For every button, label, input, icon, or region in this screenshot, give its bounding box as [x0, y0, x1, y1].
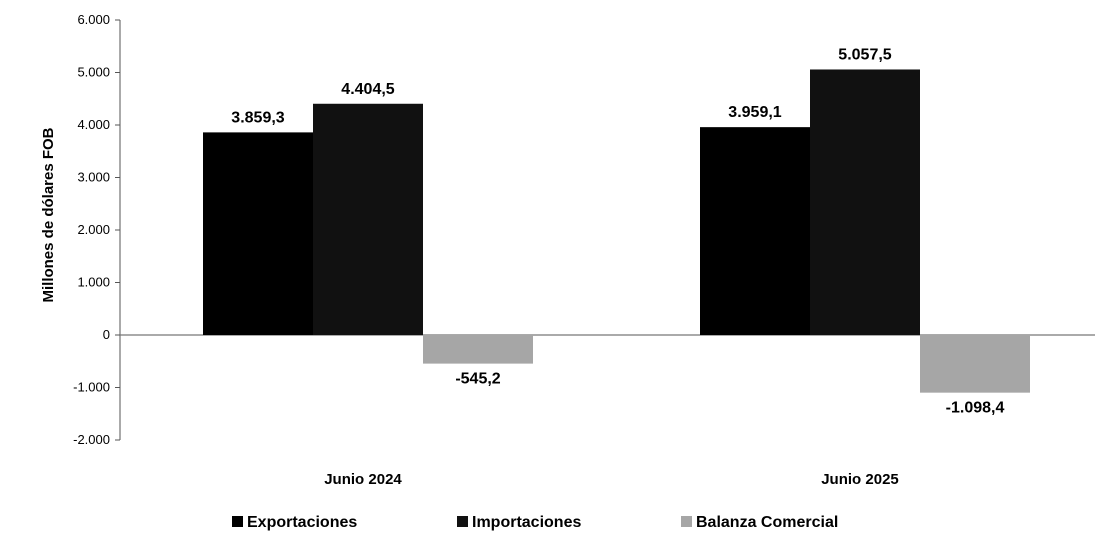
bar	[700, 127, 810, 335]
y-tick-label: 1.000	[77, 275, 110, 290]
y-tick-label: 2.000	[77, 222, 110, 237]
bar	[313, 103, 423, 335]
data-label: -1.098,4	[946, 400, 1005, 417]
y-tick-label: 4.000	[77, 117, 110, 132]
legend-swatch	[681, 516, 692, 527]
category-label: Junio 2024	[324, 471, 402, 488]
data-label: 3.859,3	[231, 109, 284, 126]
legend: Exportaciones Importaciones Balanza Comerc…	[232, 514, 838, 531]
legend-label: Balanza Comercial	[696, 514, 838, 531]
legend-swatch	[232, 516, 243, 527]
y-tick-label: 3.000	[77, 170, 110, 185]
y-tick-label: -1.000	[73, 380, 110, 395]
legend-swatch	[457, 516, 468, 527]
bars-layer	[203, 69, 1030, 393]
bar	[423, 335, 533, 364]
data-label: 4.404,5	[341, 81, 394, 98]
y-tick-label: 0	[103, 327, 110, 342]
data-label: 3.959,1	[728, 104, 781, 121]
y-tick-label: -2.000	[73, 432, 110, 447]
category-label: Junio 2025	[821, 471, 899, 488]
y-tick-label: 6.000	[77, 12, 110, 27]
legend-label: Importaciones	[472, 514, 581, 531]
bar	[920, 335, 1030, 393]
y-tick-label: 5.000	[77, 65, 110, 80]
y-axis-title: Millones de dólares FOB	[40, 127, 57, 302]
labels-layer: 3.859,3 4.404,5 -545,2 Junio 2024 3.959,1 5.0…	[231, 46, 1004, 488]
legend-label: Exportaciones	[247, 514, 357, 531]
data-label: -545,2	[455, 371, 500, 388]
data-label: 5.057,5	[838, 46, 891, 63]
bar	[810, 69, 920, 335]
bar	[203, 132, 313, 335]
